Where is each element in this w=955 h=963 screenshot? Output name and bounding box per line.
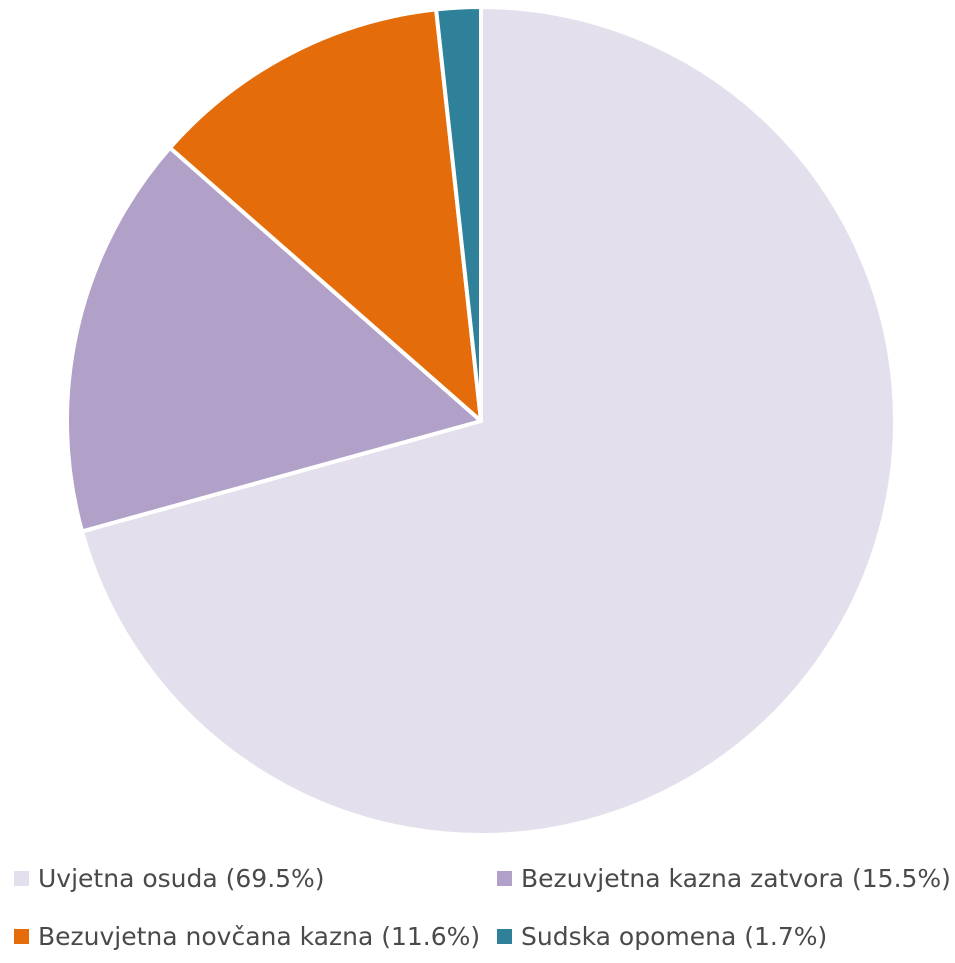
legend-label: Uvjetna osuda (69.5%) (38, 864, 325, 893)
legend-swatch (497, 871, 512, 886)
legend-item: Bezuvjetna kazna zatvora (15.5%) (497, 864, 951, 893)
pie-slice-uvjetna-osuda (80, 5, 897, 837)
legend-item: Bezuvjetna novčana kazna (11.6%) (14, 922, 480, 951)
legend-swatch (497, 929, 512, 944)
legend-item: Uvjetna osuda (69.5%) (14, 864, 325, 893)
legend-swatch (14, 871, 29, 886)
legend-label: Bezuvjetna novčana kazna (11.6%) (38, 922, 481, 951)
pie-slice-bezuvjetna-kazna-zatvora (65, 145, 483, 534)
pie-slice-sudska-opomena (434, 5, 483, 423)
legend-label: Bezuvjetna kazna zatvora (15.5%) (521, 864, 951, 893)
legend-swatch (14, 929, 29, 944)
legend-item: Sudska opomena (1.7%) (497, 922, 827, 951)
legend-label: Sudska opomena (1.7%) (521, 922, 828, 951)
pie-slice-bezuvjetna-nov-ana-kazna (167, 7, 483, 423)
